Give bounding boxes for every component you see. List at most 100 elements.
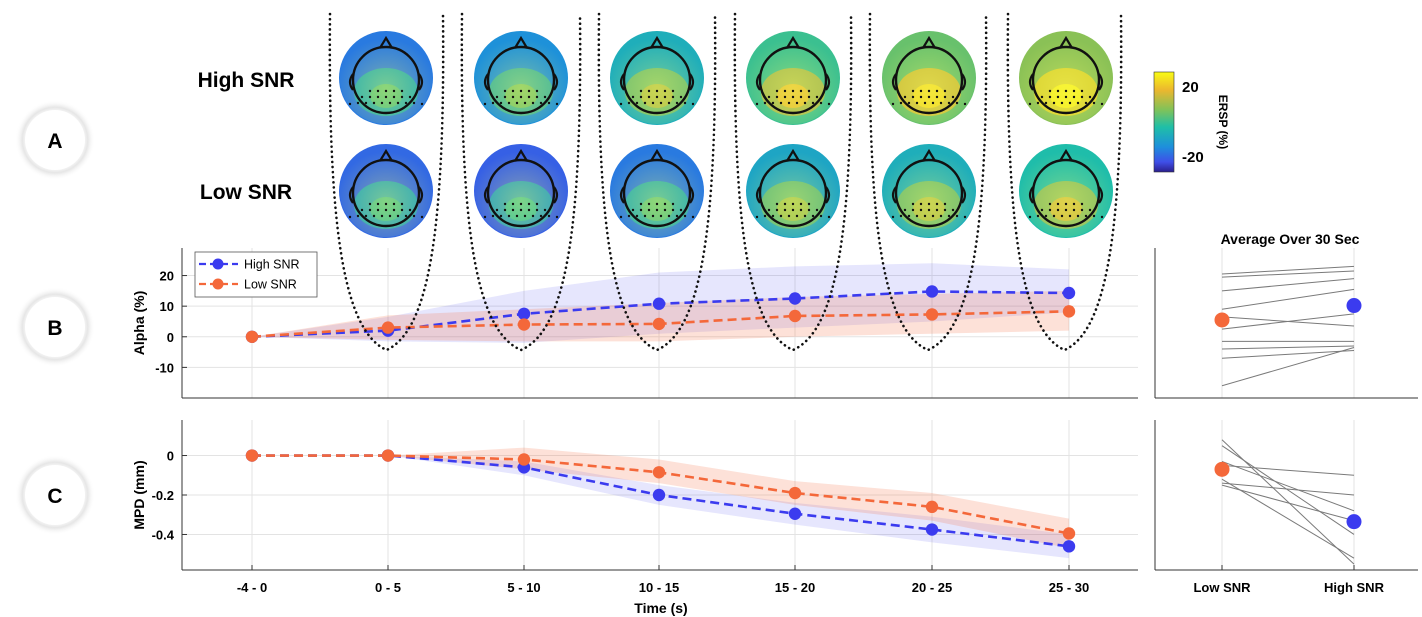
electrode-dot: [392, 95, 396, 99]
electrode-dot: [639, 202, 643, 206]
electrode-dot: [491, 214, 495, 218]
topomap-r0-c4: [882, 31, 976, 125]
electrode-dot: [803, 101, 807, 105]
electrode-dot: [499, 214, 503, 218]
electrode-dot: [791, 95, 795, 99]
electrode-dot: [963, 102, 967, 106]
electrode-dot: [951, 208, 955, 212]
electrode-dot: [931, 214, 935, 218]
electrode-dot: [495, 208, 499, 212]
electrode-dot: [1028, 215, 1032, 219]
electrode-dot: [783, 208, 787, 212]
electrode-dot: [1036, 101, 1040, 105]
left-ear-outline: [1028, 186, 1034, 204]
alpha-avg-subject-line-5: [1221, 313, 1355, 330]
electrode-dot: [503, 89, 507, 93]
head-outline: [1031, 158, 1101, 228]
electrode-dot: [1088, 95, 1092, 99]
electrode-dot: [827, 215, 831, 219]
electrode-dot: [667, 214, 671, 218]
alpha-point-1-1: [381, 321, 395, 334]
electrode-dot: [372, 101, 376, 105]
mpd-point-1-6: [1062, 527, 1076, 540]
electrode-dot: [360, 95, 364, 99]
electrode-dot: [963, 215, 967, 219]
nose-outline: [650, 35, 664, 49]
electrode-dot: [408, 95, 412, 99]
mpd-avg-subject-line-2: [1221, 460, 1355, 512]
alpha-average-chart: Average Over 30 Sec: [1154, 231, 1418, 399]
electrode-dot: [1040, 208, 1044, 212]
electrode-dot: [955, 101, 959, 105]
electrode-dot: [376, 202, 380, 206]
mpd-y-axis-title: MPD (mm): [131, 460, 147, 529]
mpd-point-1-3: [652, 466, 666, 479]
electrode-dot: [927, 202, 931, 206]
electrode-dot: [619, 215, 623, 219]
electrode-dot: [519, 89, 523, 93]
electrode-dot: [364, 101, 368, 105]
electrode-dot: [1072, 95, 1076, 99]
electrode-dot: [775, 202, 779, 206]
electrode-dot: [943, 208, 947, 212]
electrode-dot: [819, 214, 823, 218]
electrode-dot: [515, 101, 519, 105]
left-ear-outline: [483, 73, 489, 91]
colorbar-gradient: [1153, 71, 1175, 173]
electrode-dot: [1072, 89, 1076, 93]
electrode-dot: [1080, 95, 1084, 99]
electrode-dot: [1100, 102, 1104, 106]
electrode-dot: [643, 214, 647, 218]
electrode-dot: [899, 101, 903, 105]
electrode-dot: [671, 208, 675, 212]
mpd-avg-subject-line-4: [1221, 478, 1355, 559]
electrode-dot: [795, 214, 799, 218]
electrode-dot: [791, 89, 795, 93]
electrode-dot: [523, 214, 527, 218]
alpha-avg-subject-line-0: [1221, 265, 1355, 275]
nose-outline: [514, 35, 528, 49]
electrode-dot: [775, 95, 779, 99]
electrode-dot: [384, 89, 388, 93]
electrode-dot: [827, 102, 831, 106]
right-ear-outline: [825, 186, 831, 204]
electrode-dot: [799, 208, 803, 212]
electrode-dot: [683, 214, 687, 218]
electrode-dot: [1056, 89, 1060, 93]
electrode-dot: [927, 95, 931, 99]
electrode-dot: [779, 101, 783, 105]
topomap-r0-c0: [339, 31, 433, 125]
mpd-point-0-4: [788, 507, 802, 520]
nose-outline: [786, 148, 800, 162]
alpha-point-1-2: [517, 318, 531, 331]
left-ear-outline: [755, 186, 761, 204]
electrode-dot: [947, 101, 951, 105]
nose-outline: [922, 148, 936, 162]
electrode-dot: [491, 101, 495, 105]
electrode-dot: [911, 202, 915, 206]
electrode-dot: [404, 101, 408, 105]
left-ear-outline: [483, 186, 489, 204]
topomap-r0-c1: [474, 31, 568, 125]
alpha-avg-subject-line-2: [1221, 278, 1355, 292]
x-tick-label: 5 - 10: [507, 580, 540, 595]
electrode-dot: [691, 215, 695, 219]
electrode-dot: [396, 101, 400, 105]
electrode-dot: [400, 202, 404, 206]
alpha-point-0-3: [652, 297, 666, 310]
electrode-dot: [507, 101, 511, 105]
electrode-dot: [1080, 89, 1084, 93]
electrode-dot: [535, 202, 539, 206]
x-tick-label: 0 - 5: [375, 580, 401, 595]
electrode-dot: [1044, 214, 1048, 218]
left-ear-outline: [755, 73, 761, 91]
electrode-dot: [939, 101, 943, 105]
alpha-ytick-label: 10: [160, 299, 174, 314]
electrode-dot: [647, 208, 651, 212]
head-outline: [486, 158, 556, 228]
electrode-dot: [619, 102, 623, 106]
electrode-dot: [755, 102, 759, 106]
topomap-r1-c2: [610, 144, 704, 238]
electrode-dot: [919, 208, 923, 212]
alpha-point-0-6: [1062, 286, 1076, 300]
